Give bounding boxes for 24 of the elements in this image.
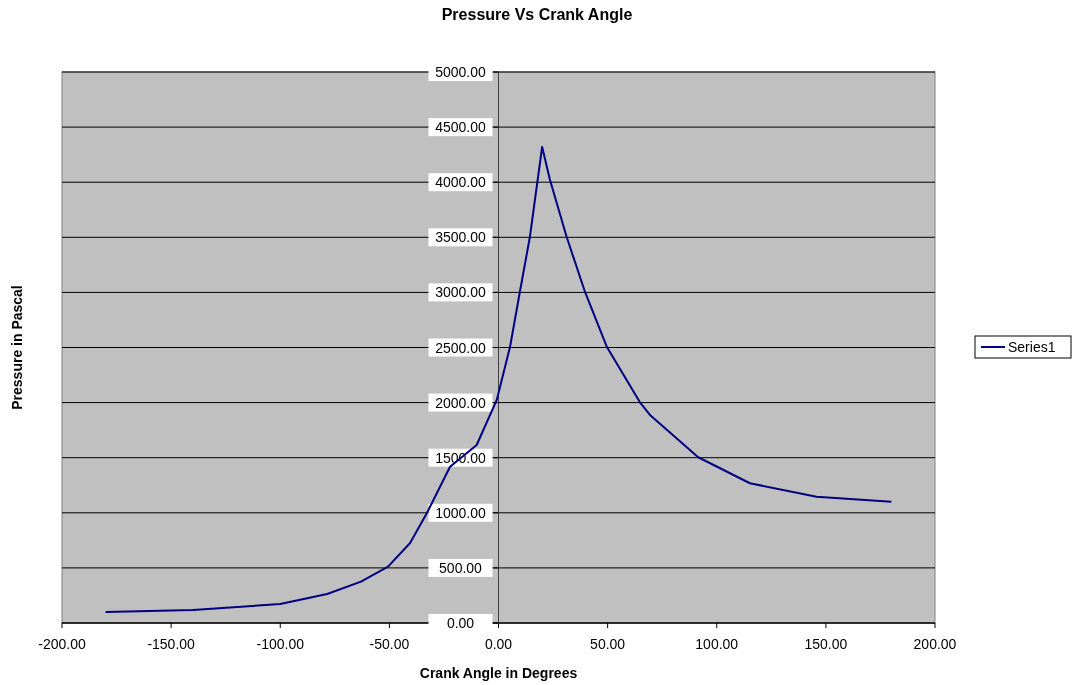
x-tick-label: 150.00 [804, 636, 848, 652]
y-tick-label: 3500.00 [435, 229, 487, 246]
line-series [104, 145, 893, 613]
x-tick-label: 100.00 [695, 636, 739, 652]
x-axis-title: Crank Angle in Degrees [419, 665, 578, 681]
y-tick-label: 2000.00 [435, 394, 487, 411]
x-tick-label: 50.00 [590, 636, 626, 652]
x-tick-label: 200.00 [913, 636, 957, 652]
y-axis-title: Pressure in Pascal [9, 285, 25, 410]
y-tick-label: 4000.00 [435, 174, 487, 191]
y-tick-label: 3000.00 [435, 284, 487, 301]
y-tick-label: 2500.00 [435, 339, 487, 356]
x-tick-label: -150.00 [147, 636, 196, 652]
y-tick-label: 4500.00 [435, 119, 487, 136]
chart-title: Pressure Vs Crank Angle [441, 6, 633, 23]
x-tick-label: -50.00 [369, 636, 410, 652]
x-tick-label: -200.00 [38, 636, 86, 652]
y-tick-label: 5000.00 [435, 64, 487, 80]
x-tick-label: 0.00 [484, 636, 513, 652]
y-tick-label: 0.00 [446, 615, 475, 631]
x-tick-label: -100.00 [256, 636, 305, 652]
y-tick-label: 1000.00 [435, 504, 487, 521]
legend-label: Series1 [1008, 339, 1056, 355]
y-tick-label: 500.00 [439, 559, 483, 576]
